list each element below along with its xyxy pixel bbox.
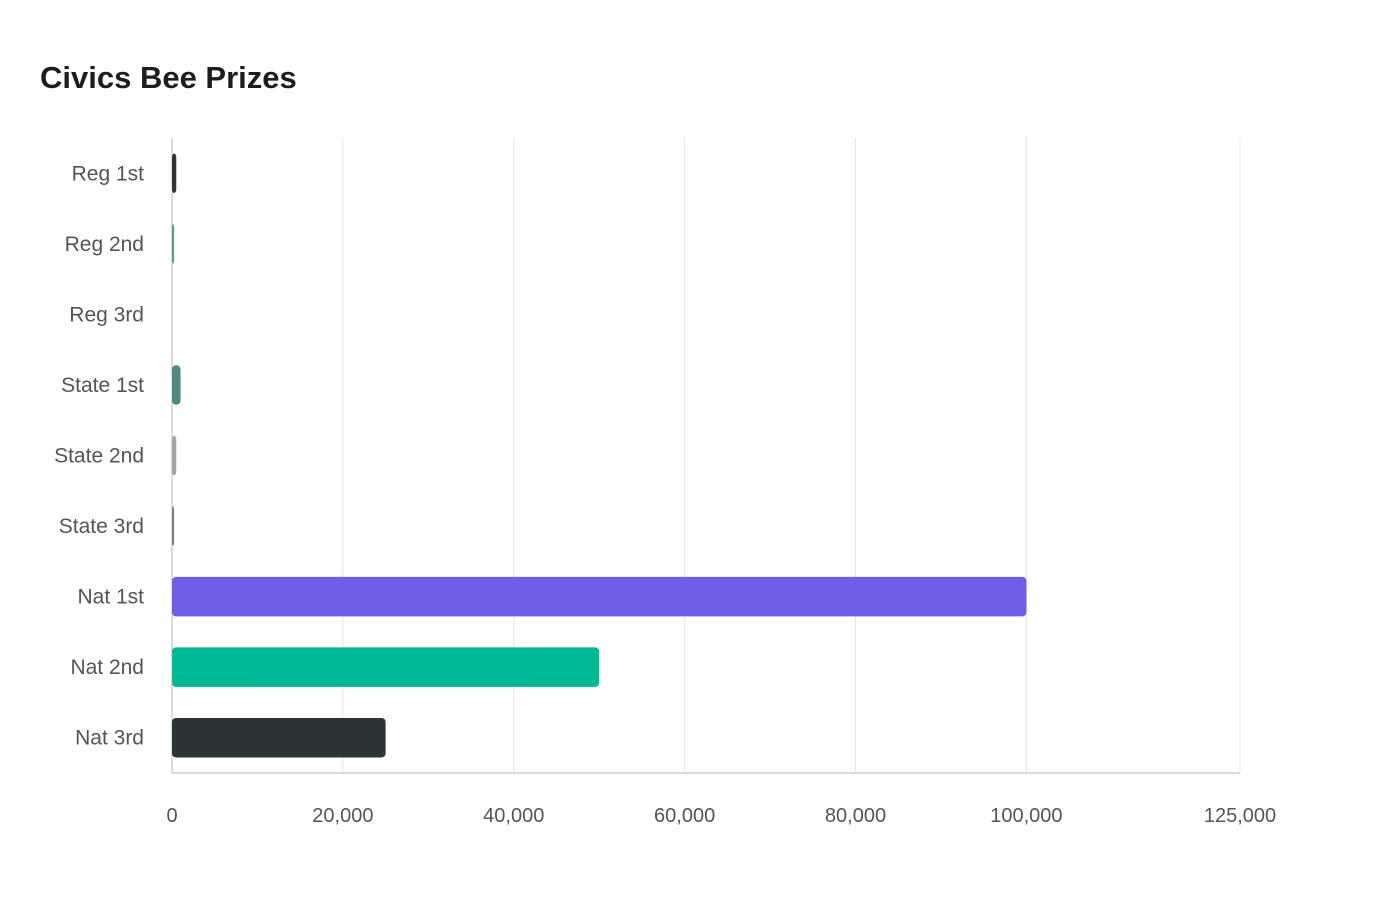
category-label: State 3rd xyxy=(59,515,144,538)
bar xyxy=(172,294,173,335)
bar xyxy=(172,153,177,194)
bar xyxy=(172,435,177,476)
bar xyxy=(172,365,181,405)
x-tick-label: 60,000 xyxy=(654,805,715,827)
grid-lines xyxy=(342,138,1241,773)
bar xyxy=(172,506,175,546)
bar xyxy=(172,576,1027,617)
category-label: Reg 3rd xyxy=(69,303,144,326)
category-labels: Reg 1st Reg 2nd Reg 3rd State 1st State 2nd S… xyxy=(54,162,144,749)
category-label: Reg 2nd xyxy=(65,233,144,256)
x-tick-label: 100,000 xyxy=(990,805,1062,827)
bars xyxy=(172,153,1027,758)
category-label: Nat 1st xyxy=(77,586,144,609)
x-tick-labels: 0 20,000 40,000 60,000 80,000 100,000 125,000 xyxy=(166,805,1276,827)
bar xyxy=(172,647,600,687)
x-tick-label: 125,000 xyxy=(1204,805,1276,827)
x-tick-label: 80,000 xyxy=(825,805,886,827)
category-label: State 1st xyxy=(61,374,144,397)
category-label: Nat 2nd xyxy=(70,656,144,679)
category-label: Nat 3rd xyxy=(75,727,144,750)
x-tick-label: 0 xyxy=(166,805,177,827)
x-tick-label: 20,000 xyxy=(312,805,373,827)
x-tick-label: 40,000 xyxy=(483,805,544,827)
bar xyxy=(172,224,175,264)
category-label: Reg 1st xyxy=(72,162,145,185)
bar xyxy=(172,717,386,758)
category-label: State 2nd xyxy=(54,445,144,468)
chart-title: Civics Bee Prizes xyxy=(40,60,297,95)
